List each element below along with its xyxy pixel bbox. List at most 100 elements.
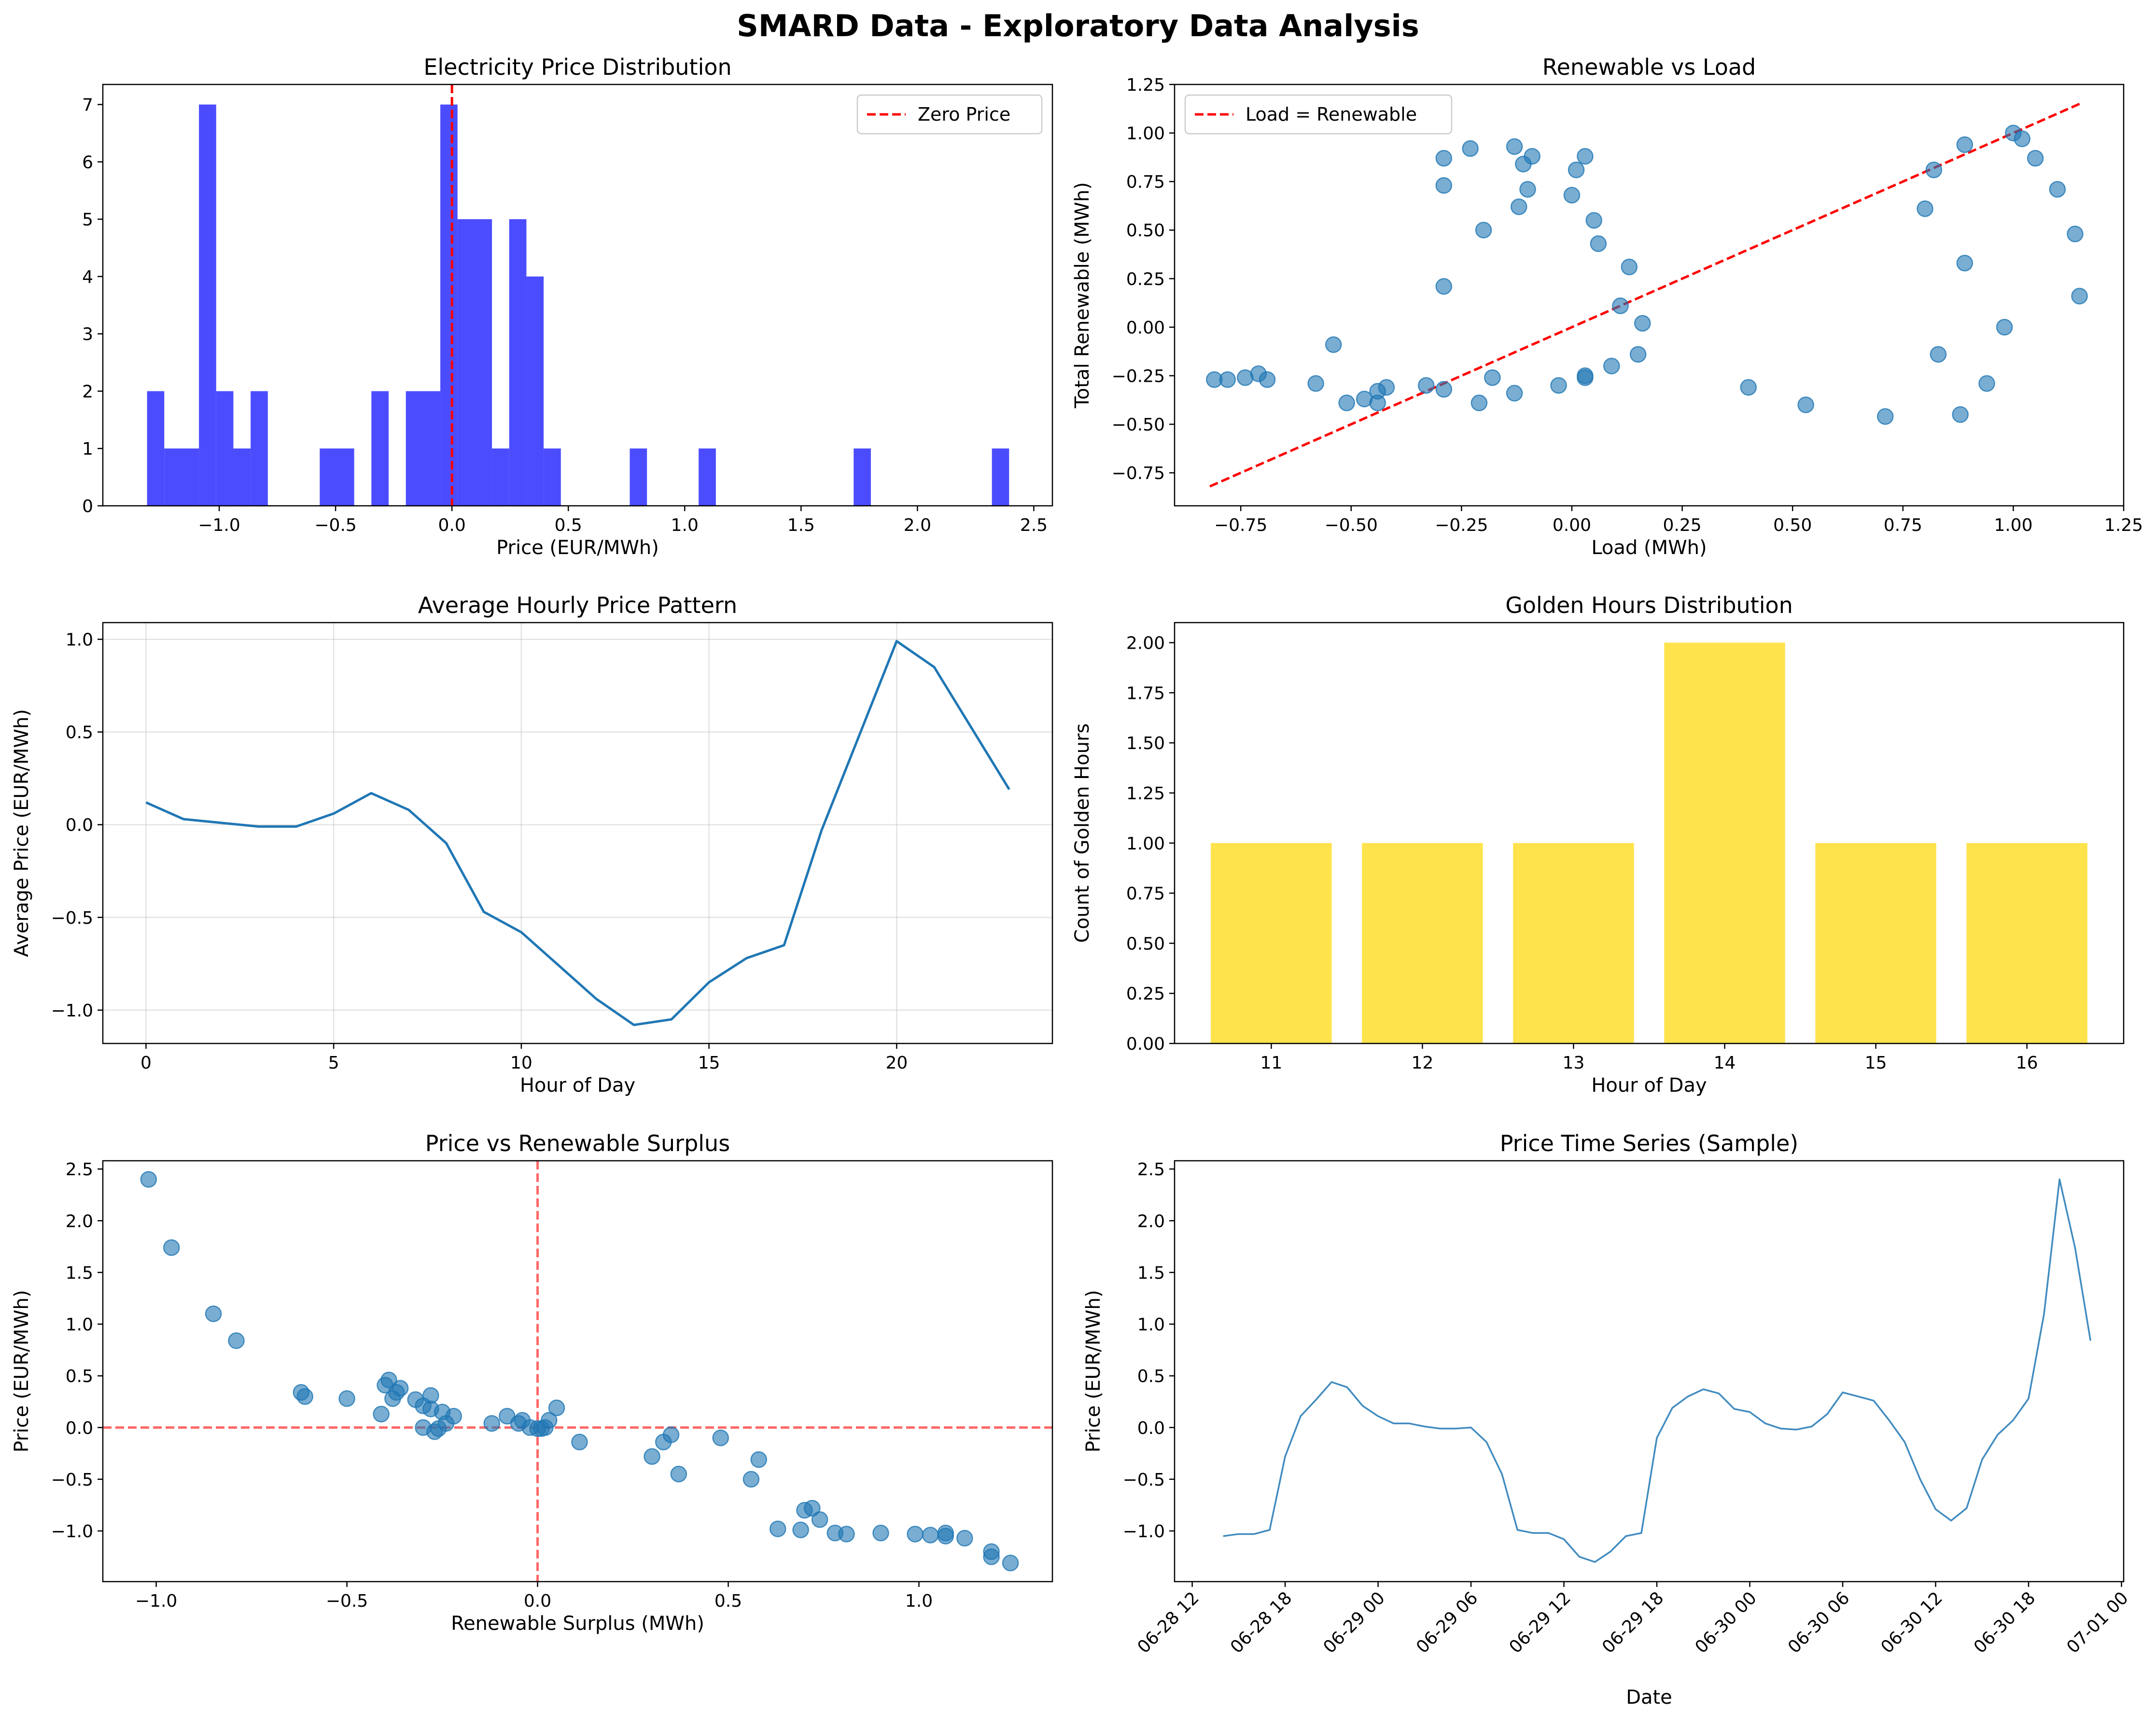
golden-hours-bar <box>1815 843 1936 1043</box>
scatter-point <box>644 1448 660 1465</box>
axes-frame <box>1174 1160 2125 1583</box>
scatter-point <box>670 1465 687 1483</box>
y-tick-label: 1.00 <box>1126 124 1165 144</box>
x-tick-label: −1.0 <box>198 515 240 535</box>
y-tick-label: 0.0 <box>66 1418 93 1438</box>
plot-area <box>147 84 1009 506</box>
x-tick-label: 1.0 <box>905 1591 933 1611</box>
y-tick-label: 2.00 <box>1126 634 1165 653</box>
scatter-point <box>937 1528 954 1544</box>
histogram-bar <box>251 391 268 506</box>
scatter-point <box>1435 381 1453 398</box>
chart-renewable-vs-load: −0.75 −0.50 −0.25 0.00 0.25 0.50 0.75 1.00 1.25 −… <box>1071 54 2143 559</box>
x-tick-label: 5 <box>328 1053 339 1073</box>
x-tick-label: 20 <box>885 1053 908 1073</box>
scatter-point <box>1417 377 1435 394</box>
x-tick-label: −1.0 <box>135 1591 177 1611</box>
scatter-point <box>1435 150 1453 167</box>
y-tick-label: 0.75 <box>1126 884 1165 904</box>
scatter-point <box>956 1529 973 1547</box>
histogram-bar <box>199 104 216 506</box>
y-tick-label: −0.75 <box>1112 464 1165 484</box>
histogram-bar <box>320 448 354 506</box>
scatter-point <box>1876 408 1894 425</box>
x-tick-label: −0.75 <box>1214 515 1267 535</box>
scatter-point <box>1634 315 1651 332</box>
histogram-bar <box>699 448 716 506</box>
x-tick-label: 2.0 <box>904 515 931 535</box>
x-tick-label: 10 <box>510 1053 532 1073</box>
scatter-point <box>571 1433 588 1451</box>
scatter-point <box>1917 200 1933 217</box>
scatter-point <box>2014 130 2030 147</box>
legend-label: Load = Renewable <box>1246 104 1417 125</box>
x-axis-label: Date <box>1626 1686 1672 1709</box>
y-tick-label: −1.0 <box>51 1522 93 1542</box>
histogram-bar <box>992 448 1009 506</box>
x-tick-label: 14 <box>1714 1053 1736 1073</box>
scatter-point <box>983 1543 1000 1560</box>
scatter-point <box>2067 225 2084 243</box>
scatter-point <box>163 1239 180 1256</box>
x-tick-label: 1.25 <box>2104 515 2143 535</box>
scatter-point <box>373 1405 390 1423</box>
y-tick-label: 1.25 <box>1126 75 1165 95</box>
y-tick-label: 0.5 <box>66 723 93 743</box>
histogram-bar <box>526 276 544 506</box>
x-tick-label: 1.0 <box>671 515 699 535</box>
x-tick-label: 0.50 <box>1773 515 1812 535</box>
y-tick-label: 4 <box>82 267 93 287</box>
scatter-point <box>1524 148 1540 165</box>
scatter-point <box>1307 375 1324 392</box>
y-tick-label: 0.0 <box>1137 1418 1165 1438</box>
y-axis-label: Price (EUR/MWh) <box>11 1290 33 1453</box>
histogram-bar <box>440 104 458 506</box>
x-tick-label: 12 <box>1412 1053 1434 1073</box>
histogram-bar <box>492 448 509 506</box>
plot-area <box>103 1161 1052 1582</box>
x-tick-label: 0.5 <box>555 515 582 535</box>
y-tick-label: 0.50 <box>1126 934 1165 954</box>
scatter-point <box>422 1387 439 1404</box>
scatter-point <box>1378 379 1395 396</box>
scatter-point <box>838 1526 855 1543</box>
x-tick-label: 1.5 <box>787 515 815 535</box>
scatter-point <box>228 1332 245 1349</box>
hourly-price-line <box>145 640 1010 1027</box>
histogram-bar <box>233 448 251 506</box>
scatter-point <box>205 1305 222 1322</box>
scatter-point <box>296 1388 313 1405</box>
y-tick-label: 2.0 <box>1137 1211 1165 1231</box>
x-tick-label: 1.00 <box>1994 515 2032 535</box>
chart-price-distribution: −1.0 −0.5 0.0 0.5 1.0 1.5 2.0 2.5 0 1 2 3 4 5 6 7 Electr… <box>82 54 1053 559</box>
y-tick-label: 0.0 <box>66 816 93 835</box>
y-tick-label: 0.50 <box>1126 221 1165 241</box>
scatter-point <box>1325 336 1342 353</box>
scatter-point <box>1621 258 1638 276</box>
scatter-point <box>1219 371 1236 388</box>
axes-frame <box>102 83 1053 507</box>
y-axis-label: Count of Golden Hours <box>1071 723 1093 943</box>
y-tick-label: 0.00 <box>1126 1034 1165 1054</box>
y-tick-label: −0.5 <box>51 908 93 928</box>
x-tick-label: 0.5 <box>714 1591 742 1611</box>
chart-title: Average Hourly Price Pattern <box>418 592 737 618</box>
scatter-point <box>483 1415 501 1432</box>
legend-box <box>856 94 1043 135</box>
y-tick-label: 2 <box>82 382 93 402</box>
x-tick-label: −0.50 <box>1325 515 1378 535</box>
y-tick-label: 1.00 <box>1126 834 1165 854</box>
y-tick-label: 2.5 <box>1137 1160 1165 1180</box>
histogram-bar <box>147 391 165 506</box>
y-tick-label: 1.50 <box>1126 734 1165 753</box>
scatter-point <box>712 1429 729 1446</box>
y-axis-label: Average Price (EUR/MWh) <box>11 709 33 957</box>
y-tick-label: −0.5 <box>1123 1470 1165 1490</box>
chart-title: Golden Hours Distribution <box>1505 592 1793 618</box>
y-tick-label: −1.0 <box>1123 1522 1165 1542</box>
y-tick-label: 0.5 <box>66 1367 93 1387</box>
scatter-point <box>769 1520 786 1537</box>
scatter-point <box>1259 371 1276 388</box>
chart-hourly-price-pattern: 0 5 10 15 20 −1.0 −0.5 0.0 0.5 1.0 Average Hourly … <box>11 592 1053 1097</box>
